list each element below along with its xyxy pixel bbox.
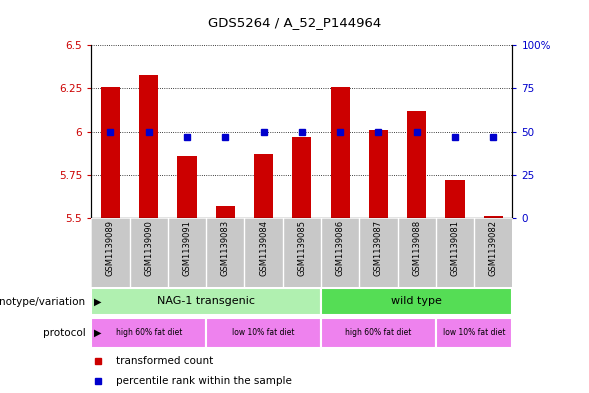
Bar bbox=[321, 318, 436, 348]
Bar bbox=[177, 156, 197, 218]
Text: ▶: ▶ bbox=[94, 297, 102, 307]
Text: GSM1139083: GSM1139083 bbox=[221, 220, 230, 276]
Text: genotype/variation: genotype/variation bbox=[0, 297, 85, 307]
Bar bbox=[91, 318, 206, 348]
Text: high 60% fat diet: high 60% fat diet bbox=[115, 328, 182, 337]
Text: low 10% fat diet: low 10% fat diet bbox=[232, 328, 295, 337]
Bar bbox=[407, 111, 426, 218]
Text: ▶: ▶ bbox=[94, 328, 102, 338]
Text: GSM1139084: GSM1139084 bbox=[259, 220, 268, 276]
Bar bbox=[101, 87, 120, 218]
Bar bbox=[330, 87, 350, 218]
Text: GSM1139086: GSM1139086 bbox=[336, 220, 345, 276]
Text: percentile rank within the sample: percentile rank within the sample bbox=[116, 376, 292, 386]
Text: GDS5264 / A_52_P144964: GDS5264 / A_52_P144964 bbox=[208, 17, 381, 29]
Bar bbox=[206, 318, 321, 348]
Text: transformed count: transformed count bbox=[116, 356, 213, 365]
Text: protocol: protocol bbox=[42, 328, 85, 338]
Text: GSM1139091: GSM1139091 bbox=[183, 220, 191, 276]
Bar bbox=[484, 217, 503, 218]
Bar bbox=[321, 288, 512, 315]
Text: low 10% fat diet: low 10% fat diet bbox=[443, 328, 505, 337]
Bar bbox=[216, 206, 235, 218]
Bar bbox=[292, 137, 312, 218]
Bar bbox=[369, 130, 388, 218]
Text: GSM1139087: GSM1139087 bbox=[374, 220, 383, 276]
Text: GSM1139081: GSM1139081 bbox=[451, 220, 459, 276]
Text: wild type: wild type bbox=[391, 296, 442, 306]
Bar bbox=[436, 318, 512, 348]
Text: GSM1139082: GSM1139082 bbox=[489, 220, 498, 276]
Text: GSM1139089: GSM1139089 bbox=[106, 220, 115, 276]
Text: GSM1139090: GSM1139090 bbox=[144, 220, 153, 276]
Text: GSM1139085: GSM1139085 bbox=[297, 220, 306, 276]
Bar bbox=[139, 75, 158, 218]
Text: high 60% fat diet: high 60% fat diet bbox=[345, 328, 412, 337]
Bar bbox=[445, 180, 465, 218]
Bar bbox=[254, 154, 273, 218]
Text: GSM1139088: GSM1139088 bbox=[412, 220, 421, 276]
Bar bbox=[91, 288, 321, 315]
Text: NAG-1 transgenic: NAG-1 transgenic bbox=[157, 296, 255, 306]
